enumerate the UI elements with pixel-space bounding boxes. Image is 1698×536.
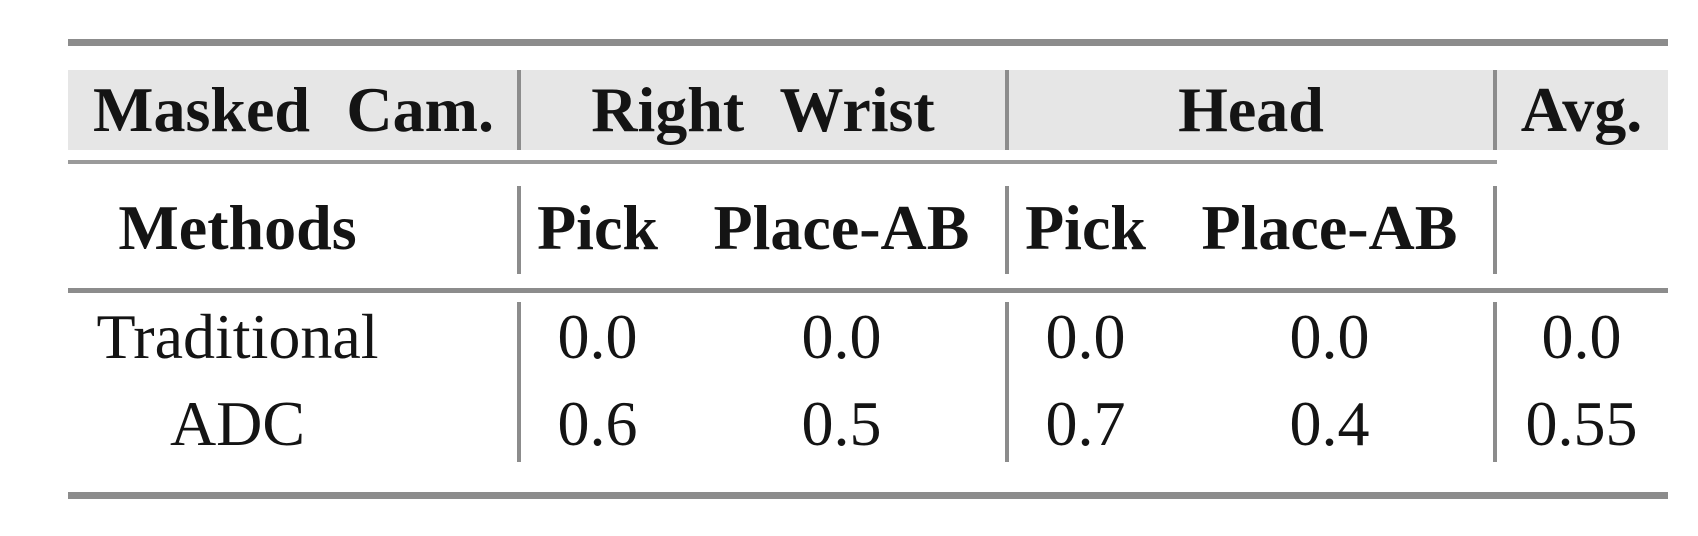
column-divider: [517, 302, 521, 462]
row-adc-avg: 0.55: [1525, 387, 1638, 459]
table-bottom-rule: [68, 492, 1668, 499]
row-traditional-method: Traditional: [96, 300, 379, 372]
header-masked-cam: Masked Cam.: [93, 74, 494, 145]
subheader-head-pick: Pick: [1025, 191, 1146, 263]
row-adc-head-place-ab: 0.4: [1289, 387, 1370, 459]
column-divider: [1493, 302, 1497, 462]
row-traditional-head-place-ab: 0.0: [1289, 300, 1370, 372]
row-adc-rw-place-ab: 0.5: [801, 387, 882, 459]
column-divider: [1005, 70, 1009, 150]
row-traditional-head-pick: 0.0: [1045, 300, 1126, 372]
column-divider: [1005, 186, 1009, 274]
header-head: Head: [1178, 74, 1324, 145]
row-traditional-rw-pick: 0.0: [557, 300, 638, 372]
column-divider: [1493, 186, 1497, 274]
header-partial-rule: [68, 160, 1497, 164]
header-band-background: [68, 70, 1668, 150]
row-adc-method: ADC: [169, 387, 306, 459]
column-divider: [517, 70, 521, 150]
header-avg: Avg.: [1520, 74, 1643, 145]
row-traditional-avg: 0.0: [1541, 300, 1622, 372]
column-divider: [517, 186, 521, 274]
column-divider: [1493, 70, 1497, 150]
subheader-rw-place-ab: Place-AB: [713, 191, 970, 263]
row-adc-rw-pick: 0.6: [557, 387, 638, 459]
column-divider: [1005, 302, 1009, 462]
row-adc-head-pick: 0.7: [1045, 387, 1126, 459]
row-traditional-rw-place-ab: 0.0: [801, 300, 882, 372]
subheader-rw-pick: Pick: [537, 191, 658, 263]
subheader-head-place-ab: Place-AB: [1201, 191, 1458, 263]
table-top-rule: [68, 39, 1668, 46]
header-right-wrist: Right Wrist: [591, 74, 935, 145]
subheader-methods: Methods: [118, 191, 357, 263]
table-mid-rule: [68, 288, 1668, 293]
